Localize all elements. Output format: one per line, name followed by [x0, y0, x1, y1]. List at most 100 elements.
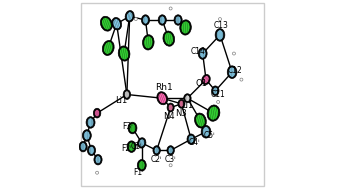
Ellipse shape — [93, 108, 101, 118]
Ellipse shape — [227, 66, 237, 78]
Ellipse shape — [141, 15, 150, 25]
Ellipse shape — [157, 92, 168, 105]
Text: F1ⁱ: F1ⁱ — [133, 168, 143, 177]
Ellipse shape — [142, 16, 148, 24]
Ellipse shape — [83, 131, 90, 140]
Ellipse shape — [184, 94, 191, 103]
Text: O1: O1 — [196, 79, 208, 88]
Ellipse shape — [89, 146, 95, 154]
Ellipse shape — [201, 125, 211, 138]
Ellipse shape — [216, 30, 224, 40]
Ellipse shape — [203, 76, 209, 84]
Circle shape — [96, 171, 99, 174]
Ellipse shape — [180, 20, 191, 35]
Ellipse shape — [202, 126, 210, 137]
Ellipse shape — [187, 134, 195, 144]
Ellipse shape — [124, 91, 129, 98]
Ellipse shape — [215, 29, 225, 41]
Ellipse shape — [185, 95, 190, 101]
Text: C11: C11 — [211, 90, 226, 99]
Ellipse shape — [86, 117, 95, 128]
Ellipse shape — [174, 15, 182, 25]
Text: Rh1: Rh1 — [155, 83, 173, 91]
Circle shape — [134, 18, 137, 21]
Ellipse shape — [104, 42, 113, 54]
Text: C1ⁱ: C1ⁱ — [130, 142, 142, 151]
Ellipse shape — [138, 138, 146, 148]
Text: Li1ⁱ: Li1ⁱ — [115, 96, 129, 105]
Ellipse shape — [228, 67, 236, 77]
Ellipse shape — [213, 87, 218, 94]
Ellipse shape — [139, 139, 145, 147]
Ellipse shape — [128, 122, 137, 134]
Text: F3ⁱ: F3ⁱ — [122, 122, 133, 131]
Ellipse shape — [137, 160, 146, 171]
Ellipse shape — [154, 147, 159, 154]
Circle shape — [217, 101, 220, 103]
Ellipse shape — [82, 130, 91, 141]
Ellipse shape — [123, 90, 131, 99]
Circle shape — [169, 164, 172, 167]
Ellipse shape — [95, 109, 100, 117]
Ellipse shape — [138, 161, 145, 170]
Ellipse shape — [168, 147, 173, 154]
Ellipse shape — [112, 18, 121, 30]
Ellipse shape — [119, 47, 129, 60]
Circle shape — [240, 78, 243, 81]
Ellipse shape — [87, 118, 94, 127]
Ellipse shape — [159, 16, 165, 24]
Ellipse shape — [211, 86, 219, 96]
Text: C14: C14 — [191, 47, 206, 56]
Ellipse shape — [153, 146, 160, 155]
Ellipse shape — [164, 32, 174, 45]
Ellipse shape — [167, 146, 174, 155]
Text: C12: C12 — [227, 66, 242, 75]
Circle shape — [218, 18, 221, 21]
Ellipse shape — [102, 40, 114, 55]
Ellipse shape — [196, 114, 205, 127]
Text: F2ⁱ: F2ⁱ — [122, 144, 132, 153]
Ellipse shape — [100, 16, 112, 31]
Ellipse shape — [202, 74, 210, 85]
Text: C3ⁱ: C3ⁱ — [165, 155, 176, 164]
Ellipse shape — [181, 21, 190, 34]
Ellipse shape — [188, 135, 194, 143]
Ellipse shape — [144, 36, 153, 49]
Ellipse shape — [126, 12, 133, 21]
Ellipse shape — [199, 49, 206, 58]
Ellipse shape — [178, 99, 185, 108]
Ellipse shape — [158, 93, 167, 104]
Ellipse shape — [118, 46, 130, 61]
Ellipse shape — [198, 48, 207, 59]
Ellipse shape — [158, 15, 166, 25]
Ellipse shape — [80, 143, 86, 151]
Ellipse shape — [168, 104, 173, 111]
Ellipse shape — [207, 105, 220, 121]
Ellipse shape — [208, 106, 219, 120]
Text: C4ⁱ: C4ⁱ — [189, 138, 200, 147]
Ellipse shape — [179, 101, 184, 107]
Text: N3: N3 — [176, 109, 187, 118]
Ellipse shape — [167, 103, 174, 112]
Ellipse shape — [142, 35, 154, 50]
Ellipse shape — [95, 156, 101, 164]
Text: N4: N4 — [164, 112, 175, 121]
Ellipse shape — [127, 141, 136, 152]
Circle shape — [169, 7, 172, 10]
Circle shape — [233, 52, 235, 55]
Ellipse shape — [79, 141, 87, 152]
Ellipse shape — [101, 17, 111, 30]
Ellipse shape — [195, 113, 206, 128]
Ellipse shape — [94, 154, 102, 165]
Ellipse shape — [113, 19, 120, 29]
Ellipse shape — [129, 123, 136, 133]
Ellipse shape — [163, 31, 175, 46]
Ellipse shape — [125, 11, 134, 22]
Text: C5ⁱ: C5ⁱ — [204, 131, 216, 140]
Ellipse shape — [175, 16, 181, 24]
Ellipse shape — [128, 142, 135, 151]
Text: Li1: Li1 — [181, 101, 193, 110]
Text: C2ⁱ: C2ⁱ — [151, 155, 162, 164]
Text: C13: C13 — [214, 21, 228, 30]
Ellipse shape — [87, 145, 96, 156]
